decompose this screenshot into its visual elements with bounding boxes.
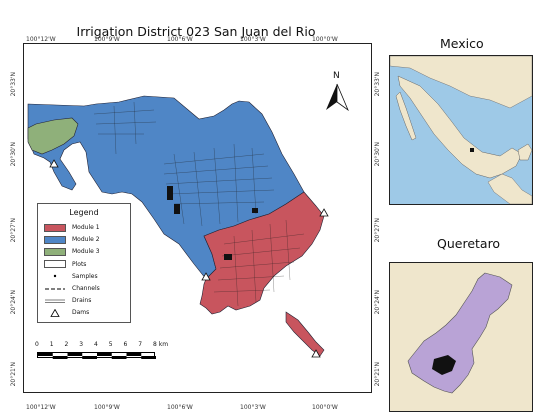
legend-label: Module 2 [72,236,100,244]
top-tick-label: 100°3'W [240,36,266,43]
legend-item: Module 2 [44,235,100,244]
top-tick-label: 100°6'W [167,36,193,43]
left-tick-label: 20°21'N [10,362,17,387]
left-tick-label: 20°27'N [10,218,17,243]
legend-item: Drains [44,296,91,305]
scale-bar-label: 3 [79,341,84,348]
legend-item: Samples [44,272,98,281]
legend-label: Drains [72,297,92,305]
top-tick-label: 100°12'W [26,36,56,43]
left-tick-label: 20°30'N [10,142,17,167]
legend-title: Legend [69,208,99,217]
inset-queretaro-title: Queretaro [437,236,501,251]
module-1-area [199,191,325,315]
plot-texture [93,101,305,307]
legend-label: Channels [72,285,100,292]
north-label: N [333,71,340,81]
bottom-tick-label: 100°3'W [240,404,266,411]
legend: Legend Module 1 Module 2 Module 3 Plots Samp… [37,203,131,323]
map-title: Irrigation District 023 San Juan del Rio [76,24,316,39]
dams-markers [49,159,329,358]
legend-item: Dams [44,308,89,317]
left-tick-label: 20°24'N [10,290,17,315]
scale-bar-label: 8 km [153,341,169,348]
north-arrow [326,83,349,112]
bottom-tick-label: 100°6'W [167,404,193,411]
legend-symbol [44,308,66,317]
right-tick-label: 20°33'N [374,72,381,97]
legend-item: Channels [44,284,100,293]
scale-bar-label: 1 [49,341,54,348]
legend-swatch [44,247,66,256]
right-tick-label: 20°27'N [374,218,381,243]
scale-bar-label: 6 [123,341,128,348]
module-1-tail [285,311,325,357]
inset-mexico-map [389,55,533,205]
scale-bar [37,352,156,359]
scale-bar-label: 2 [64,341,69,348]
legend-item: Module 3 [44,247,100,256]
top-tick-label: 100°0'W [312,36,338,43]
legend-swatch [44,223,66,232]
dark-plots [167,186,258,260]
right-tick-label: 20°24'N [374,290,381,315]
right-tick-label: 20°21'N [374,362,381,387]
legend-label: Module 3 [72,248,100,256]
bottom-tick-label: 100°12'W [26,404,56,411]
bottom-tick-label: 100°0'W [312,404,338,411]
left-tick-label: 20°33'N [10,72,17,97]
legend-label: Samples [72,272,98,280]
scale-bar-label: 4 [94,341,98,348]
legend-symbol [44,285,66,293]
legend-swatch [44,260,66,269]
inset-queretaro-map [389,262,533,412]
legend-item: Plots [44,260,86,269]
scale-bar-label: 7 [138,341,143,348]
top-tick-label: 100°9'W [94,36,120,43]
legend-symbol [44,297,66,305]
module-3-area [27,117,79,155]
right-tick-label: 20°30'N [374,142,381,167]
scale-bar-label: 0 [35,341,39,348]
scale-bar-label: 5 [108,341,113,348]
inset-mexico-title: Mexico [440,36,484,51]
legend-swatch [44,235,66,244]
legend-symbol [44,272,66,280]
bottom-tick-label: 100°9'W [94,404,120,411]
legend-label: Plots [72,260,87,268]
legend-item: Module 1 [44,223,100,232]
legend-label: Module 1 [72,224,100,231]
main-map [27,83,349,358]
legend-label: Dams [72,309,90,317]
